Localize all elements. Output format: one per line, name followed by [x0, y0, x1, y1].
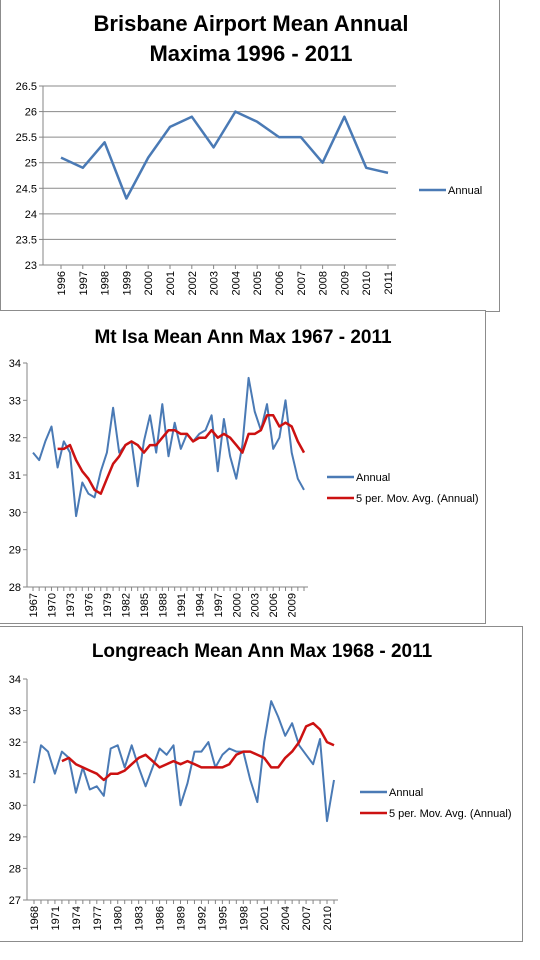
y-tick-label: 28	[9, 863, 21, 875]
x-tick-label: 1997	[78, 271, 90, 295]
x-tick-label: 2001	[165, 271, 177, 295]
y-tick-label: 31	[9, 470, 21, 482]
longreach-chart: Longreach Mean Ann Max 1968 - 2011 27 28 2…	[9, 641, 512, 930]
x-tick-label: 1979	[102, 593, 114, 617]
x-tick-label: 1997	[213, 593, 225, 617]
x-tick-label: 1977	[92, 906, 104, 930]
series-line-5-per-mov-avg-annual	[61, 721, 335, 782]
y-tick-label: 33	[9, 706, 21, 718]
legend-label-annual: Annual	[448, 185, 482, 197]
y-tick-label: 26.5	[16, 81, 37, 93]
x-tick-label: 1988	[157, 593, 169, 617]
x-tick-label: 1996	[56, 271, 68, 295]
series-line-5-per-mov-avg-annual	[57, 414, 306, 495]
chart-title: Mt Isa Mean Ann Max 1967 - 2011	[94, 327, 392, 348]
x-tick-label: 1971	[50, 906, 62, 930]
x-tick-label: 2010	[322, 906, 334, 930]
x-tick-label: 1974	[71, 906, 83, 930]
x-tick-label: 2004	[280, 906, 292, 930]
x-tick-label: 1985	[139, 593, 151, 617]
x-tick-label: 1973	[65, 593, 77, 617]
y-tick-label: 23.5	[16, 234, 37, 246]
mt-isa-chart-panel: Mt Isa Mean Ann Max 1967 - 2011 28 29 30 31…	[0, 310, 486, 624]
y-tick-label: 32	[9, 433, 21, 445]
x-tick-label: 2004	[230, 271, 242, 295]
y-tick-label: 31	[9, 769, 21, 781]
x-tick-label: 2002	[187, 271, 199, 295]
y-tick-label: 27	[9, 895, 21, 907]
x-tick-label: 1980	[113, 906, 125, 930]
legend-label-5-per-mov-avg-annual: 5 per. Mov. Avg. (Annual)	[389, 808, 512, 820]
y-tick-label: 24.5	[16, 183, 37, 195]
x-tick-label: 2009	[339, 271, 351, 295]
y-tick-label: 33	[9, 395, 21, 407]
chart-title: Longreach Mean Ann Max 1968 - 2011	[92, 641, 433, 662]
y-tick-label: 28	[9, 582, 21, 594]
x-tick-label: 1994	[194, 593, 206, 617]
x-tick-label: 1998	[238, 906, 250, 930]
x-tick-label: 2000	[231, 593, 243, 617]
y-tick-label: 29	[9, 832, 21, 844]
legend-label-5-per-mov-avg-annual: 5 per. Mov. Avg. (Annual)	[356, 493, 479, 505]
x-tick-label: 1983	[134, 906, 146, 930]
y-tick-label: 24	[25, 209, 37, 221]
legend-label-annual: Annual	[356, 472, 390, 484]
longreach-chart-panel: Longreach Mean Ann Max 1968 - 2011 27 28 2…	[0, 626, 523, 942]
x-tick-label: 2003	[209, 271, 221, 295]
x-tick-label: 1976	[83, 593, 95, 617]
x-tick-label: 1989	[176, 906, 188, 930]
y-tick-label: 26	[25, 107, 37, 119]
series-line-annual	[33, 700, 335, 823]
x-tick-label: 2011	[383, 271, 395, 295]
series-line-annual	[32, 376, 305, 518]
y-tick-label: 30	[9, 507, 21, 519]
x-tick-label: 1970	[46, 593, 58, 617]
x-tick-label: 2007	[301, 906, 313, 930]
series-line-annual	[60, 110, 389, 200]
x-tick-label: 2006	[274, 271, 286, 295]
brisbane-chart: Brisbane Airport Mean Annual Maxima 1996…	[16, 11, 483, 295]
chart-title-line-2: Maxima 1996 - 2011	[149, 41, 352, 66]
y-tick-label: 34	[9, 358, 21, 370]
x-tick-label: 2009	[287, 593, 299, 617]
y-tick-label: 25.5	[16, 132, 37, 144]
brisbane-chart-panel: Brisbane Airport Mean Annual Maxima 1996…	[0, 0, 500, 312]
chart-title-line-1: Brisbane Airport Mean Annual	[94, 11, 409, 36]
y-tick-label: 32	[9, 737, 21, 749]
x-tick-label: 2006	[268, 593, 280, 617]
x-tick-label: 2007	[296, 271, 308, 295]
x-tick-label: 1992	[196, 906, 208, 930]
x-tick-label: 1995	[217, 906, 229, 930]
x-tick-label: 2008	[318, 271, 330, 295]
x-tick-label: 2001	[259, 906, 271, 930]
y-tick-label: 23	[25, 260, 37, 272]
x-tick-label: 2000	[143, 271, 155, 295]
y-tick-label: 34	[9, 674, 21, 686]
x-tick-label: 1982	[120, 593, 132, 617]
y-tick-label: 25	[25, 158, 37, 170]
y-tick-label: 30	[9, 800, 21, 812]
x-tick-label: 1999	[121, 271, 133, 295]
x-tick-label: 1986	[155, 906, 167, 930]
x-tick-label: 2005	[252, 271, 264, 295]
x-tick-label: 2003	[250, 593, 262, 617]
legend-label-annual: Annual	[389, 787, 423, 799]
mt-isa-chart: Mt Isa Mean Ann Max 1967 - 2011 28 29 30 31…	[9, 327, 479, 617]
x-tick-label: 1991	[176, 593, 188, 617]
x-tick-label: 1998	[100, 271, 112, 295]
x-tick-label: 2010	[361, 271, 373, 295]
x-tick-label: 1968	[29, 906, 41, 930]
y-tick-label: 29	[9, 545, 21, 557]
x-tick-label: 1967	[28, 593, 40, 617]
